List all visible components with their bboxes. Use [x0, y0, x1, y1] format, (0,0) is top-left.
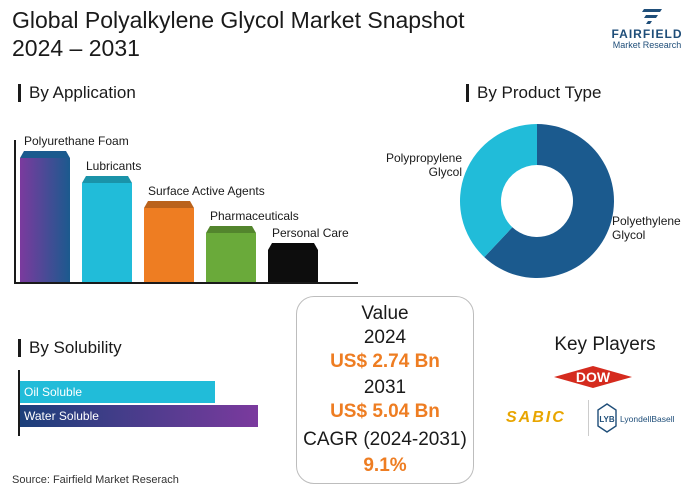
- key-players-title: Key Players: [554, 334, 656, 355]
- value-start: US$ 2.74 Bn: [330, 351, 440, 372]
- section-product-type-heading: By Product Type: [466, 84, 601, 102]
- application-y-axis: [14, 140, 16, 284]
- cagr-value: 9.1%: [363, 455, 407, 476]
- page-subtitle: 2024 – 2031: [12, 35, 140, 61]
- logo-divider: [588, 400, 589, 436]
- donut-slice: [484, 124, 614, 278]
- application-bar: [20, 158, 70, 282]
- solubility-bar: Oil Soluble: [20, 381, 215, 403]
- lyondellbasell-logo-text: LyondellBasell: [620, 414, 675, 424]
- application-bar-cap: [144, 201, 194, 208]
- brand-tagline: Market Research: [612, 40, 682, 50]
- solubility-bar-label: Water Soluble: [24, 409, 99, 423]
- value-end: US$ 5.04 Bn: [330, 401, 440, 422]
- dow-logo-text: DOW: [576, 369, 611, 385]
- page-title: Global Polyalkylene Glycol Market Snapsh…: [12, 6, 465, 62]
- lyb-logo-text: LYB: [599, 415, 614, 424]
- lyondellbasell-logo: LYB LyondellBasell: [597, 403, 675, 433]
- value-year-start: 2024: [363, 327, 407, 348]
- solubility-bar-label: Oil Soluble: [24, 385, 83, 399]
- brand-name: FAIRFIELD: [611, 27, 683, 41]
- sabic-logo: SABIC: [506, 409, 566, 426]
- application-bar-label: Polyurethane Foam: [24, 134, 129, 148]
- section-solubility-heading: By Solubility: [18, 339, 122, 357]
- application-x-axis: [14, 282, 358, 284]
- application-bar-cap: [82, 176, 132, 183]
- product-type-donut-chart: [460, 124, 614, 278]
- brand-mark-icon: [642, 9, 662, 24]
- value-summary-box: Value 2024 US$ 2.74 Bn 2031 US$ 5.04 Bn …: [296, 296, 474, 484]
- application-bar-cap: [268, 243, 318, 250]
- donut-label-polyethylene: Polyethylene Glycol: [612, 214, 681, 242]
- section-application-heading: By Application: [18, 84, 136, 102]
- application-bar-cap: [20, 151, 70, 158]
- value-heading: Value: [361, 303, 409, 324]
- application-bar: [144, 208, 194, 282]
- solubility-bar: Water Soluble: [20, 405, 258, 427]
- dow-logo: DOW: [554, 366, 632, 388]
- value-year-end: 2031: [363, 377, 407, 398]
- application-bar-label: Pharmaceuticals: [210, 209, 299, 223]
- application-bar-cap: [206, 226, 256, 233]
- application-bar: [82, 183, 132, 282]
- application-bar: [268, 250, 318, 282]
- application-bar-label: Surface Active Agents: [148, 184, 265, 198]
- cagr-label: CAGR (2024-2031): [303, 429, 467, 450]
- application-bar-label: Lubricants: [86, 159, 142, 173]
- source-note: Source: Fairfield Market Reserach: [12, 474, 179, 486]
- application-bar: [206, 233, 256, 282]
- sabic-logo-text: SABIC: [506, 409, 566, 426]
- donut-label-polypropylene: Polypropylene Glycol: [385, 151, 462, 179]
- solubility-y-axis: [18, 370, 20, 436]
- page-title-text: Global Polyalkylene Glycol Market Snapsh…: [12, 7, 465, 33]
- donut-slice: [460, 124, 537, 258]
- application-bar-label: Personal Care: [272, 226, 349, 240]
- brand-logo: FAIRFIELD Market Research: [600, 6, 694, 52]
